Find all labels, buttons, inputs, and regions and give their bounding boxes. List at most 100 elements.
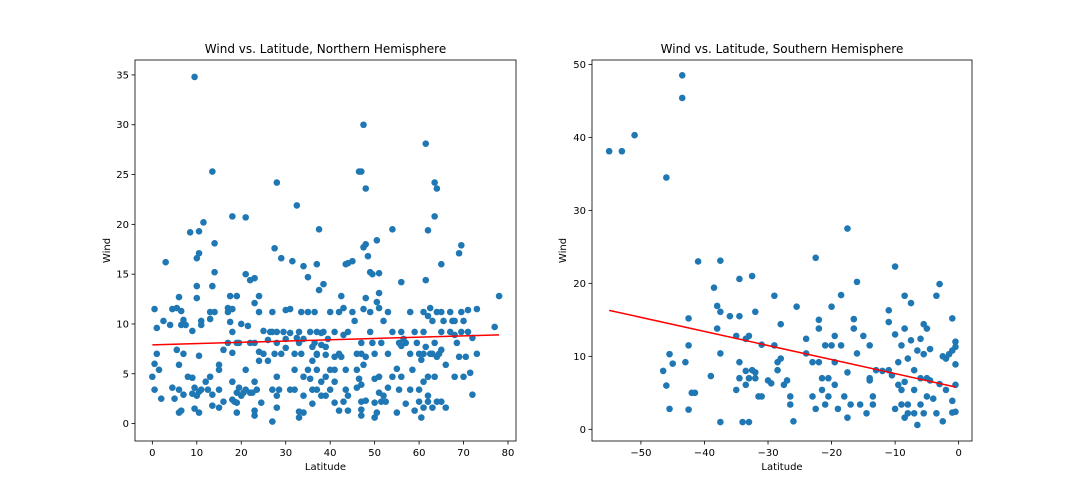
scatter-point — [344, 392, 352, 399]
scatter-point — [891, 405, 899, 413]
scatter-point — [209, 402, 216, 409]
scatter-point — [331, 399, 338, 406]
scatter-point — [418, 356, 425, 364]
scatter-point — [191, 384, 198, 392]
scatter-point — [255, 292, 263, 300]
y-tick-label: 0 — [580, 425, 586, 436]
scatter-points — [149, 73, 503, 425]
scatter-point — [395, 386, 403, 394]
scatter-point — [438, 260, 445, 268]
scatter-point — [786, 401, 794, 408]
scatter-point — [682, 358, 689, 366]
scatter-point — [393, 365, 401, 373]
scatter-point — [440, 317, 447, 325]
x-axis-label: Latitude — [305, 462, 346, 473]
scatter-point — [869, 401, 877, 408]
scatter-point — [157, 395, 165, 402]
scatter-point — [251, 407, 258, 414]
scatter-point — [375, 304, 383, 312]
scatter-point — [402, 339, 410, 347]
scatter-point — [707, 372, 715, 380]
scatter-point — [748, 272, 756, 280]
scatter-point — [663, 382, 670, 389]
southern-hemisphere-chart: Wind vs. Latitude, Southern Hemisphere −… — [558, 42, 973, 473]
scatter-point — [191, 73, 198, 81]
scatter-point — [306, 328, 314, 336]
scatter-point — [406, 350, 414, 358]
scatter-point — [311, 339, 318, 347]
x-tick-label: 0 — [955, 448, 961, 459]
scatter-points — [605, 72, 959, 429]
x-tick-label: 60 — [413, 448, 426, 459]
scatter-point — [322, 343, 330, 351]
scatter-point — [206, 315, 214, 323]
scatter-point — [917, 335, 924, 343]
scatter-point — [460, 317, 467, 325]
regression-line-group — [608, 309, 956, 388]
x-tick-label: 10 — [190, 448, 203, 459]
scatter-point — [293, 334, 301, 342]
scatter-point — [939, 417, 947, 425]
scatter-point — [914, 421, 921, 429]
scatter-point — [215, 366, 223, 374]
scatter-point — [420, 378, 427, 386]
scatter-point — [923, 393, 931, 400]
scatter-point — [362, 353, 370, 361]
scatter-point — [251, 339, 258, 347]
scatter-point — [197, 386, 205, 394]
y-ticks: 0 5 10 15 20 25 30 35 — [116, 70, 135, 430]
y-tick-label: 30 — [116, 120, 129, 131]
y-tick-label: 10 — [116, 319, 129, 330]
scatter-point — [331, 378, 338, 386]
scatter-point — [202, 378, 209, 386]
scatter-point — [153, 324, 161, 332]
scatter-point — [433, 185, 441, 192]
scatter-point — [271, 244, 278, 252]
scatter-point — [844, 369, 851, 376]
scatter-point — [901, 292, 908, 300]
scatter-point — [411, 407, 418, 414]
scatter-point — [717, 308, 724, 316]
scatter-point — [821, 401, 829, 408]
scatter-point — [752, 369, 759, 376]
scatter-point — [349, 257, 356, 265]
scatter-point — [149, 373, 156, 381]
scatter-point — [898, 342, 905, 349]
scatter-point — [866, 342, 873, 349]
scatter-point — [286, 305, 294, 313]
scatter-point — [289, 257, 296, 265]
scatter-point — [275, 386, 283, 394]
scatter-point — [337, 292, 345, 300]
scatter-point — [300, 392, 307, 399]
scatter-point — [282, 344, 290, 352]
scatter-point — [774, 366, 781, 374]
scatter-point — [458, 328, 465, 336]
scatter-point — [389, 328, 396, 336]
scatter-point — [360, 121, 367, 129]
scatter-point — [286, 329, 294, 337]
scatter-point — [929, 395, 937, 402]
scatter-point — [371, 350, 378, 358]
plot-frame — [134, 59, 517, 442]
scatter-point — [777, 320, 785, 328]
scatter-point — [783, 377, 791, 384]
scatter-point — [415, 398, 423, 405]
scatter-point — [713, 302, 721, 310]
y-tick-label: 40 — [573, 133, 586, 144]
scatter-point — [369, 270, 376, 278]
scatter-point — [431, 213, 438, 220]
scatter-point — [438, 308, 445, 316]
scatter-point — [771, 292, 778, 300]
scatter-point — [380, 392, 387, 399]
scatter-point — [340, 398, 347, 405]
scatter-point — [300, 262, 307, 270]
northern-hemisphere-chart: Wind vs. Latitude, Northern Hemisphere 0… — [102, 42, 517, 473]
scatter-point — [233, 409, 241, 416]
scatter-point — [891, 263, 899, 270]
y-tick-label: 5 — [123, 369, 129, 380]
scatter-point — [885, 318, 893, 326]
scatter-point — [618, 147, 626, 155]
scatter-point — [710, 284, 718, 292]
scatter-point — [473, 305, 481, 313]
